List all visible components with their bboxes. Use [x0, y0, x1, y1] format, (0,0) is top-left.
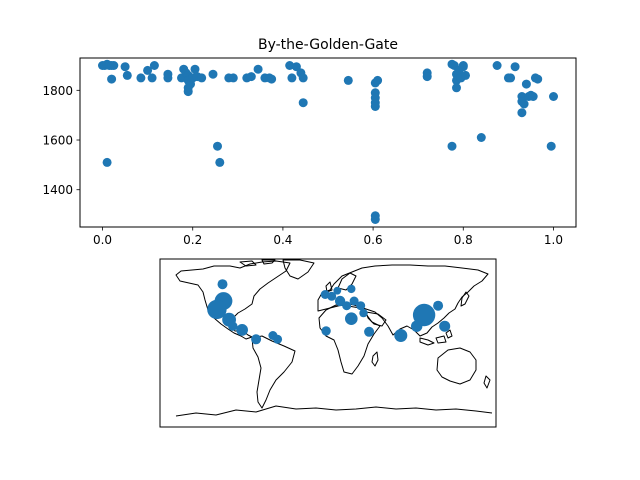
coastline-australia	[436, 347, 477, 385]
scatter-point	[228, 73, 238, 83]
map-point	[268, 331, 278, 340]
y-tick-label: 1800	[42, 84, 73, 98]
scatter-point	[183, 87, 193, 97]
scatter-point	[285, 61, 295, 70]
x-tick-label: 0.2	[183, 233, 202, 247]
x-tick-label: 0.4	[273, 233, 292, 247]
map-points	[207, 279, 451, 345]
scatter-point	[298, 98, 308, 108]
scatter-point	[298, 73, 308, 83]
scatter-point	[343, 75, 353, 85]
map-point	[228, 321, 238, 331]
coastline-scandinavia	[337, 272, 357, 291]
coastline-japan	[460, 291, 470, 307]
chart-title: By-the-Golden-Gate	[258, 37, 398, 53]
scatter-point	[422, 72, 432, 82]
coastline-antarctica	[175, 405, 493, 417]
map-point	[359, 308, 368, 318]
coastline-eurasia	[317, 264, 489, 337]
x-tick-label: 0.8	[454, 233, 473, 247]
map-point	[349, 296, 359, 306]
x-tick-label: 0.6	[364, 233, 383, 247]
scatter-point	[287, 73, 297, 83]
scatter-point	[109, 61, 119, 70]
map-plot	[159, 258, 497, 428]
scatter-point	[253, 64, 263, 74]
map-point	[217, 279, 228, 290]
map-point	[321, 326, 331, 336]
scatter-point	[546, 141, 556, 151]
map-point	[347, 284, 356, 294]
map-point	[334, 295, 346, 307]
scatter-point	[197, 73, 207, 83]
coastline-arctic-islands	[239, 259, 276, 267]
coastline-madagascar	[371, 351, 379, 367]
scatter-point	[215, 157, 225, 167]
y-tick-label: 1600	[42, 134, 73, 148]
map-point	[327, 291, 337, 301]
map-point	[412, 303, 436, 327]
coastline-south-america	[251, 335, 296, 409]
map-point	[207, 299, 227, 320]
scatter-point	[246, 72, 256, 82]
map-point	[345, 312, 358, 326]
scatter-point	[476, 133, 486, 142]
scatter-point	[447, 141, 457, 151]
map-point	[356, 301, 366, 311]
scatter-point	[120, 62, 130, 72]
coastline-arabia	[365, 311, 387, 327]
scatter-point	[492, 61, 502, 70]
scatter-point	[521, 79, 531, 89]
scatter-point	[208, 69, 218, 79]
scatter-point	[370, 102, 380, 111]
coastline-new-zealand	[483, 375, 491, 389]
scatter-point	[107, 74, 117, 84]
scatter-point	[519, 99, 529, 109]
scatter-point	[461, 70, 470, 80]
scatter-point	[136, 73, 146, 83]
scatter-point	[452, 83, 461, 93]
scatter-point	[533, 74, 543, 84]
scatter-point	[190, 64, 200, 74]
scatter-point	[510, 62, 520, 72]
scatter-point	[549, 92, 558, 101]
y-tick-label: 1400	[42, 183, 73, 197]
scatter-points	[98, 59, 558, 224]
x-tick-label: 0.0	[93, 233, 112, 247]
map-point	[236, 324, 249, 336]
map-point	[439, 320, 451, 332]
scatter-point	[528, 92, 538, 101]
scatter-axes: 0.0 0.2 0.4 0.6 0.8 1.0 1400 1600 1800	[42, 84, 563, 247]
scatter-point	[213, 141, 222, 151]
scatter-point	[149, 61, 159, 70]
scatter-point	[143, 65, 153, 75]
scatter-point	[102, 157, 112, 167]
scatter-point	[373, 75, 383, 85]
scatter-point	[291, 62, 301, 72]
scatter-point	[370, 215, 380, 224]
map-point	[251, 334, 262, 345]
scatter-axes-frame	[79, 57, 577, 228]
x-tick-label: 1.0	[544, 233, 563, 247]
map-point	[433, 300, 444, 311]
map-content	[175, 259, 493, 417]
scatter-point	[147, 73, 157, 83]
scatter-plot: By-the-Golden-Gate 0.0 0.2 0.4 0.6 0.8 1.0 140…	[42, 37, 577, 247]
map-point	[364, 326, 375, 337]
scatter-point	[267, 74, 277, 84]
scatter-point	[506, 73, 516, 83]
scatter-point	[122, 70, 132, 80]
map-point	[333, 286, 342, 295]
map-point	[394, 329, 408, 342]
coastline-british-isles	[325, 281, 333, 293]
coastline-greenland	[282, 259, 315, 280]
map-frame	[159, 258, 497, 428]
coastline-southeast-asia-islands	[419, 329, 453, 346]
scatter-point	[517, 108, 527, 118]
scatter-point	[458, 62, 468, 72]
scatter-point	[163, 73, 173, 83]
map-point	[342, 301, 352, 311]
